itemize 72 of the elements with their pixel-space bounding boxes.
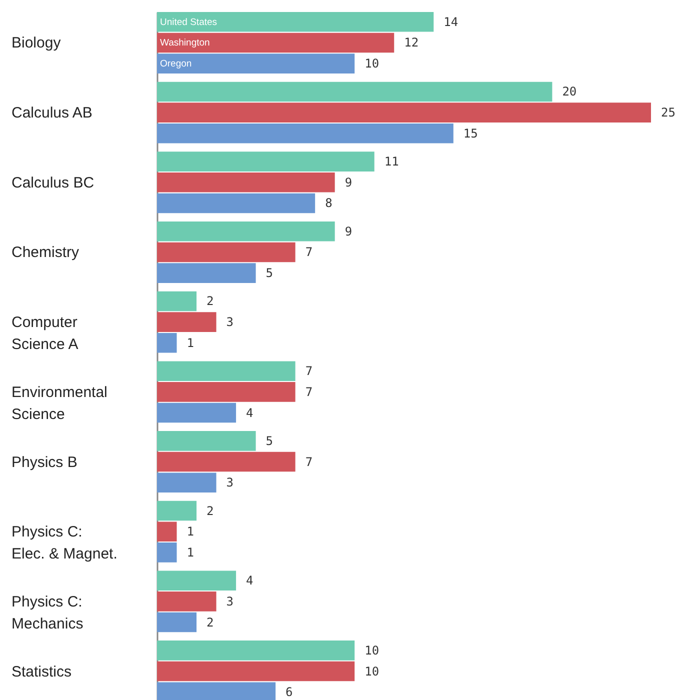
y-tick-label: Physics B [12, 454, 78, 471]
data-label: 5 [266, 434, 274, 448]
data-label: 2 [206, 615, 214, 630]
y-tick-label: Calculus AB [12, 104, 92, 122]
bar [157, 263, 256, 283]
bar [157, 522, 177, 542]
data-label: 3 [226, 315, 234, 330]
data-label: 14 [444, 14, 458, 29]
bar [157, 452, 296, 472]
data-label: 6 [286, 685, 293, 700]
data-label: 2 [206, 504, 214, 518]
y-tick-label: Chemistry [12, 244, 80, 262]
bar [157, 82, 552, 102]
y-tick-label: Physics C: Elec. & Magnet. [12, 524, 118, 563]
bar [157, 382, 296, 402]
bar [157, 500, 197, 521]
data-label: 10 [364, 664, 380, 678]
data-label: 4 [246, 574, 254, 588]
data-label: 20 [562, 84, 577, 99]
bar [157, 242, 296, 262]
bar [157, 542, 177, 562]
bar [157, 152, 374, 172]
data-label: 15 [463, 126, 478, 140]
bar [157, 54, 355, 74]
data-label: 7 [305, 245, 313, 260]
data-label: 7 [305, 364, 313, 378]
y-tick-label: Calculus BC [12, 174, 94, 192]
data-label: 3 [226, 476, 234, 490]
bar [157, 102, 651, 122]
data-label: 3 [226, 594, 234, 608]
data-label: 9 [344, 224, 352, 238]
data-label: 7 [305, 384, 313, 399]
bar [157, 431, 256, 451]
bar [157, 312, 216, 332]
bar [157, 402, 236, 423]
bar [157, 222, 335, 242]
data-label: 1 [186, 336, 194, 350]
y-tick-label: Physics C: Mechanics [12, 593, 84, 632]
bar [157, 32, 394, 53]
data-label: 1 [186, 545, 194, 560]
bar [157, 612, 197, 632]
bar [157, 640, 355, 660]
data-label: 7 [305, 454, 313, 469]
y-tick-label: Statistics [12, 663, 72, 680]
bar [157, 472, 216, 492]
data-label: 25 [661, 106, 676, 120]
bar [157, 361, 296, 381]
data-label: 10 [364, 56, 380, 71]
data-label: 4 [246, 406, 254, 420]
y-tick-label: Environmental Science [12, 384, 108, 423]
bar [157, 291, 197, 312]
data-label: 10 [364, 643, 380, 658]
series-label: Oregon [160, 58, 192, 70]
bar [157, 172, 335, 192]
bar [157, 570, 236, 590]
data-label: 1 [186, 524, 194, 539]
bar [157, 333, 177, 353]
y-tick-label: Biology [12, 34, 62, 52]
data-label: 2 [206, 294, 214, 308]
data-label: 12 [404, 36, 419, 50]
series-label: United States [160, 16, 218, 28]
data-label: 11 [384, 154, 399, 169]
bar [157, 661, 355, 682]
data-label: 5 [266, 266, 274, 280]
data-label: 9 [344, 175, 352, 190]
bar [157, 124, 454, 144]
bar [157, 193, 316, 214]
bar [157, 12, 434, 32]
data-label: 8 [325, 196, 332, 210]
series-label: Washington [160, 38, 210, 49]
bar [157, 592, 216, 612]
y-tick-label: Computer Science A [12, 314, 78, 354]
